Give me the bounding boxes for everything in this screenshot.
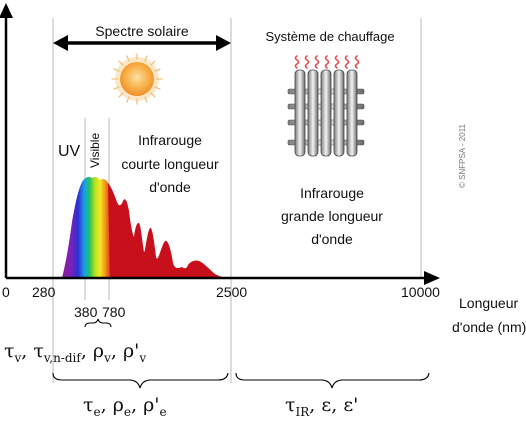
solar-spectrum-arrow [53, 35, 231, 51]
tick-0: 0 [2, 284, 10, 300]
tick-2500: 2500 [216, 284, 248, 300]
prop-rho-prime-e: ρ'e [143, 394, 167, 419]
tick-380: 380 [74, 304, 98, 320]
x-axis [6, 271, 440, 285]
brace-visible [84, 318, 112, 328]
spectrum-infrared [108, 183, 225, 278]
y-axis [0, 3, 13, 278]
ir-long-line3: d'onde [311, 231, 353, 247]
visible-properties: τv, τv,n-dif, ρv, ρ'v [4, 340, 147, 365]
prop-epsilon: ε [321, 394, 332, 416]
prop-tau-v: τv [4, 340, 22, 365]
solar-spectrum-label: Spectre solaire [95, 23, 189, 39]
sun-icon [111, 53, 163, 105]
copyright-notice: © SNFPSA - 2011 [458, 124, 467, 188]
ir-long-line2: grande longueur [281, 208, 383, 224]
prop-tau-v-n-dif: τv,n-dif [33, 340, 81, 365]
visible-label: Visible [88, 132, 102, 168]
axis-label-line1: Longueur [459, 295, 519, 311]
prop-rho-v: ρv [92, 340, 111, 365]
energy-properties: τe, ρe, ρ'e [83, 394, 167, 419]
ir-short-line1: Infrarouge [138, 132, 202, 148]
ir-short-line3: d'onde [149, 179, 191, 195]
prop-rho-e: ρe [112, 394, 131, 419]
radiator-icon [287, 69, 365, 157]
prop-tau-ir: τIR [285, 394, 310, 419]
ir-short-line2: courte longueur [121, 156, 219, 172]
brace-solar [52, 372, 229, 389]
prop-rho-prime-v: ρ'v [122, 340, 147, 365]
heat-wave-icon [294, 55, 360, 69]
tick-280: 280 [32, 284, 56, 300]
ir-long-line1: Infrarouge [300, 185, 364, 201]
prop-epsilon-prime: ε' [343, 394, 359, 416]
tick-780: 780 [102, 304, 126, 320]
axis-label-line2: d'onde (nm) [452, 319, 526, 335]
tick-10000: 10000 [401, 284, 440, 300]
prop-tau-e: τe [83, 394, 101, 419]
heating-system-label: Système de chauffage [265, 29, 395, 44]
brace-infrared [235, 372, 430, 389]
ir-properties: τIR, ε, ε' [285, 394, 359, 419]
spectrum-uv-visible [62, 176, 112, 278]
uv-label: UV [58, 143, 81, 160]
